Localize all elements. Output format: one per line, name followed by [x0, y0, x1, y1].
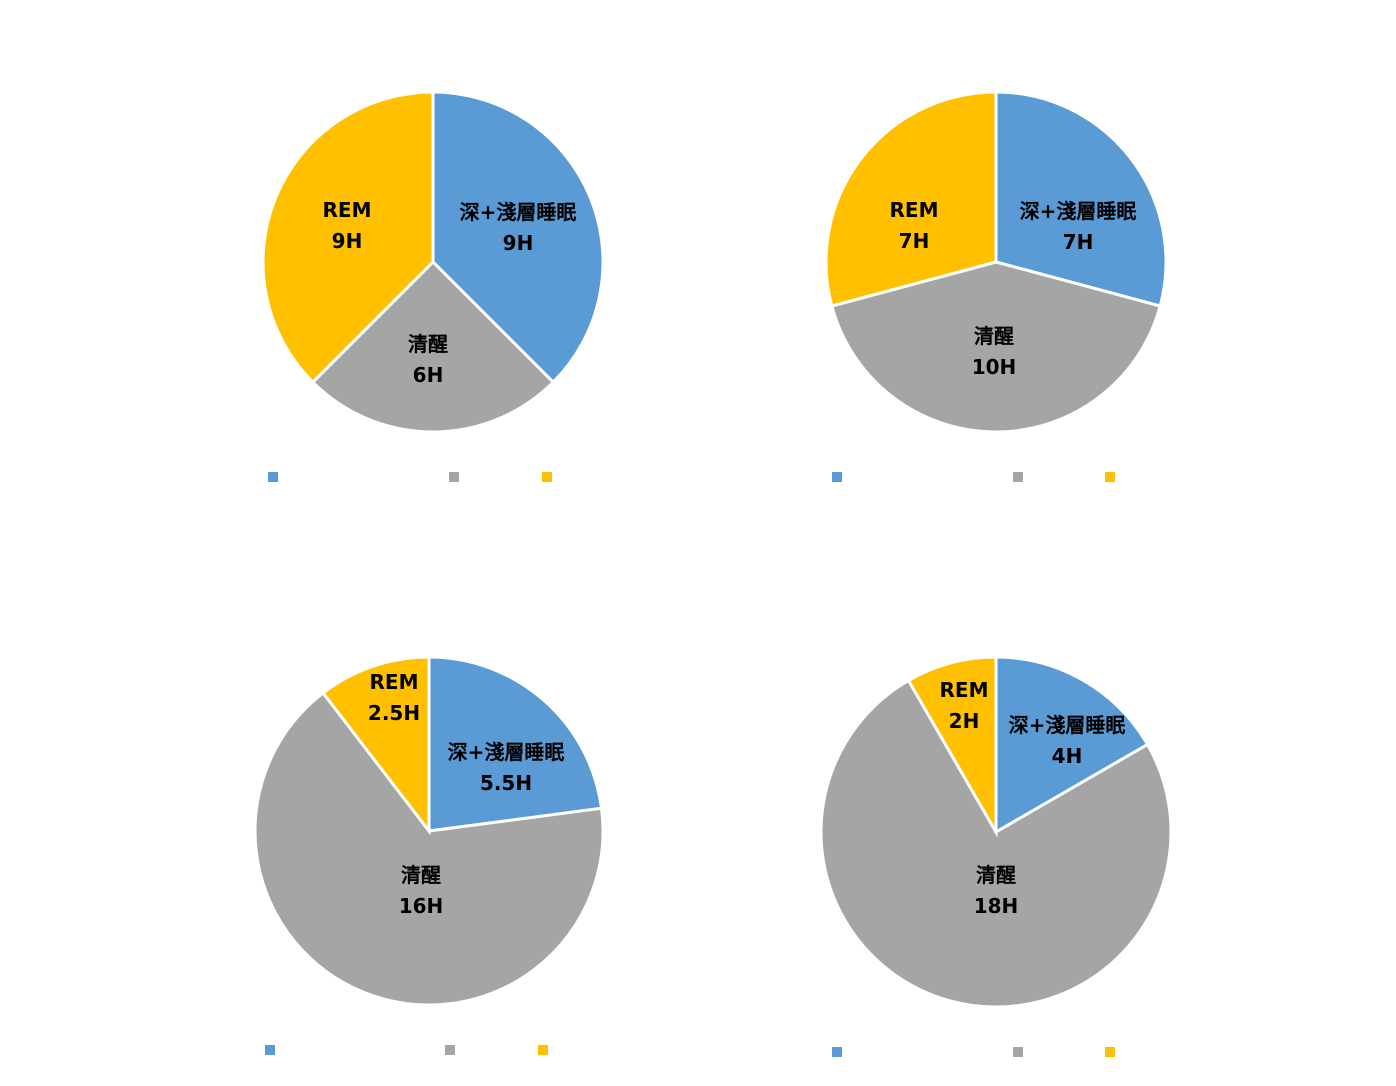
data-label-category-2-1: 深+淺層睡眠 [1020, 199, 1137, 223]
data-label-category-2-2: 清醒 [974, 324, 1014, 348]
legend-swatch-4-3 [1105, 1047, 1115, 1057]
pie-chart-2: 深+淺層睡眠 7H 清醒 10H REM 7H [826, 92, 1166, 482]
data-label-category-3-3: REM [370, 670, 419, 694]
data-label-value-2-3: 7H [899, 229, 930, 253]
data-label-value-2-2: 10H [972, 355, 1017, 379]
legend-swatch-2-1 [832, 472, 842, 482]
pie-chart-4: 深+淺層睡眠 4H 清醒 18H REM 2H [821, 657, 1171, 1057]
data-label-category-3-2: 清醒 [401, 863, 441, 887]
data-label-value-3-3: 2.5H [368, 701, 420, 725]
data-label-value-3-2: 16H [399, 894, 444, 918]
data-label-value-3-1: 5.5H [480, 771, 532, 795]
legend-swatch-2-3 [1105, 472, 1115, 482]
data-label-value-4-1: 4H [1052, 744, 1083, 768]
data-label-value-1-2: 6H [413, 363, 444, 387]
legend-swatch-1-2 [449, 472, 459, 482]
pie-chart-3: 深+淺層睡眠 5.5H 清醒 16H REM 2.5H [255, 657, 603, 1055]
legend-swatch-4-2 [1013, 1047, 1023, 1057]
legend-swatch-2-2 [1013, 472, 1023, 482]
data-label-value-1-1: 9H [503, 231, 534, 255]
legend-swatch-3-3 [538, 1045, 548, 1055]
data-label-value-2-1: 7H [1063, 230, 1094, 254]
data-label-category-3-1: 深+淺層睡眠 [448, 740, 565, 764]
data-label-category-1-1: 深+淺層睡眠 [460, 200, 577, 224]
legend-swatch-1-1 [268, 472, 278, 482]
data-label-category-1-3: REM [323, 198, 372, 222]
data-label-category-4-1: 深+淺層睡眠 [1009, 713, 1126, 737]
pie-chart-1: 深+淺層睡眠 9H 清醒 6H REM 9H [263, 92, 603, 482]
data-label-value-4-2: 18H [974, 894, 1019, 918]
legend-swatch-4-1 [832, 1047, 842, 1057]
data-label-category-1-2: 清醒 [408, 332, 448, 356]
data-label-value-4-3: 2H [949, 709, 980, 733]
data-label-category-4-3: REM [940, 678, 989, 702]
data-label-category-2-3: REM [890, 198, 939, 222]
data-label-value-1-3: 9H [332, 229, 363, 253]
legend-swatch-3-1 [265, 1045, 275, 1055]
legend-swatch-3-2 [445, 1045, 455, 1055]
data-label-category-4-2: 清醒 [976, 863, 1016, 887]
legend-swatch-1-3 [542, 472, 552, 482]
